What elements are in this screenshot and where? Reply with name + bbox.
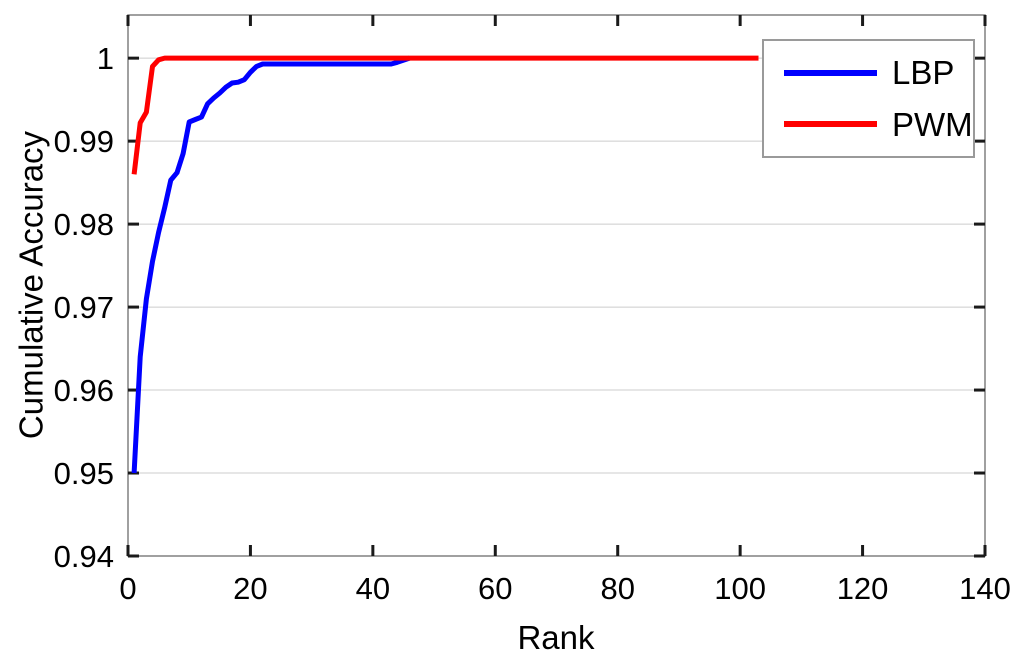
series-line-lbp	[131, 55, 411, 474]
x-tick-label: 100	[714, 571, 766, 606]
x-tick-label: 0	[119, 571, 137, 606]
axes-box	[127, 14, 986, 557]
x-tick-label: 120	[836, 571, 889, 606]
legend-entry-pwm: PWM	[764, 108, 973, 141]
y-tick-label: 0.98	[53, 207, 114, 243]
x-tick-label: 80	[600, 571, 635, 606]
legend-label-lbp: LBP	[892, 54, 955, 92]
pwm-line-swatch	[784, 121, 877, 128]
y-tick-label: 1	[96, 41, 114, 77]
legend-entry-lbp: LBP	[764, 56, 973, 89]
x-tick-label: 40	[355, 571, 391, 606]
x-axis-title: Rank	[517, 619, 595, 656]
legend-label-pwm: PWM	[892, 105, 973, 143]
y-tick-label: 0.94	[53, 539, 114, 574]
lbp-line-swatch	[784, 69, 877, 76]
x-tick-label: 140	[959, 571, 1011, 606]
y-tick-label: 0.99	[53, 124, 114, 160]
y-tick-label: 0.96	[53, 373, 114, 409]
x-tick-label: 60	[478, 571, 513, 606]
y-tick-label: 0.97	[53, 290, 114, 326]
x-tick-label: 20	[233, 571, 268, 606]
legend: LBP PWM	[762, 39, 975, 158]
series-line-pwm	[131, 55, 759, 175]
y-tick-label: 0.95	[53, 456, 114, 492]
